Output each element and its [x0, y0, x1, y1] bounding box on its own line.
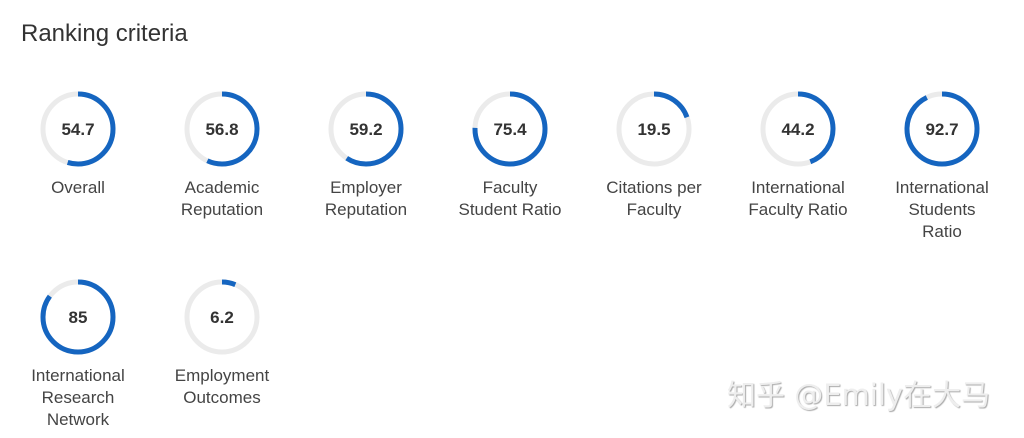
ring-progress — [184, 279, 260, 355]
criterion-label: Employment Outcomes — [174, 366, 270, 407]
score-ring: 59.2 — [328, 91, 404, 167]
score-value: 54.7 — [61, 120, 94, 139]
ring-progress — [40, 279, 116, 355]
score-value: 56.8 — [205, 120, 238, 139]
score-ring: 19.5 — [616, 91, 692, 167]
watermark: 知乎 @Emily在大马 — [727, 378, 991, 412]
criterion-label: Citations per Faculty — [606, 178, 702, 219]
criterion-overall: 54.7 Overall — [6, 91, 150, 199]
criterion-label: Academic Reputation — [180, 178, 264, 219]
criterion-faculty-student-ratio: 75.4 Faculty Student Ratio — [438, 91, 582, 221]
criterion-international-faculty-ratio: 44.2 International Faculty Ratio — [726, 91, 870, 221]
criterion-label: Employer Reputation — [324, 178, 408, 219]
score-ring: 85 — [40, 279, 116, 355]
score-value: 44.2 — [781, 120, 814, 139]
score-value: 85 — [69, 308, 88, 327]
ring-progress — [616, 91, 692, 167]
page-title: Ranking criteria — [21, 20, 188, 47]
score-ring: 44.2 — [760, 91, 836, 167]
criterion-international-students-ratio: 92.7 International Students Ratio — [870, 91, 1014, 243]
criterion-label: Overall — [51, 178, 105, 197]
score-ring: 6.2 — [184, 279, 260, 355]
ring-progress — [904, 91, 980, 167]
score-value: 92.7 — [925, 120, 958, 139]
score-value: 19.5 — [637, 120, 670, 139]
score-ring: 92.7 — [904, 91, 980, 167]
score-value: 75.4 — [493, 120, 527, 139]
score-value: 59.2 — [349, 120, 382, 139]
ring-progress — [472, 91, 548, 167]
criterion-employer-reputation: 59.2 Employer Reputation — [294, 91, 438, 221]
score-value: 6.2 — [210, 308, 234, 327]
score-ring: 56.8 — [184, 91, 260, 167]
criterion-label: International Faculty Ratio — [748, 178, 848, 219]
criterion-academic-reputation: 56.8 Academic Reputation — [150, 91, 294, 221]
score-ring: 75.4 — [472, 91, 548, 167]
ring-progress — [184, 91, 260, 167]
ring-progress — [760, 91, 836, 167]
criterion-label: International Research Network — [31, 366, 125, 429]
criterion-international-research-network: 85 International Research Network — [6, 279, 150, 431]
ring-progress — [328, 91, 404, 167]
criterion-employment-outcomes: 6.2 Employment Outcomes — [150, 279, 294, 409]
criterion-label: International Students Ratio — [895, 178, 989, 241]
criterion-label: Faculty Student Ratio — [458, 178, 562, 219]
criterion-citations-per-faculty: 19.5 Citations per Faculty — [582, 91, 726, 221]
score-ring: 54.7 — [40, 91, 116, 167]
ring-progress — [40, 91, 116, 167]
